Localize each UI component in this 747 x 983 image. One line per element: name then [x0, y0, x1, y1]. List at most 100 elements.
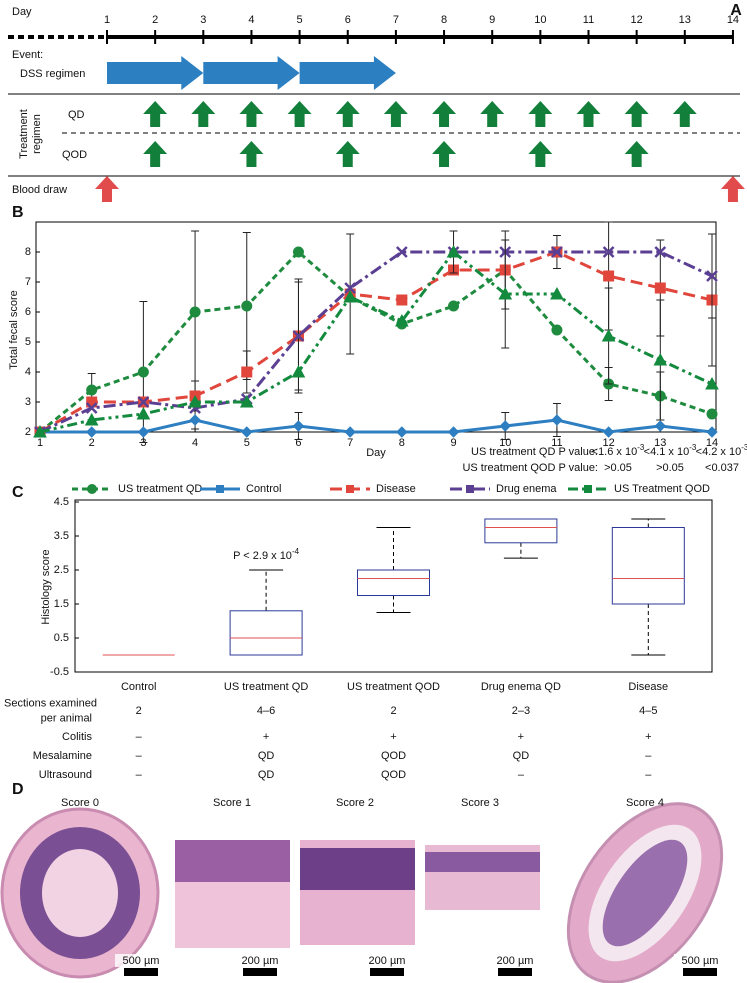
pvalue: <4.2 x 10-3 [696, 443, 747, 458]
table-cell: 2 [136, 705, 142, 717]
marker [85, 402, 98, 414]
y-tick-label: 3.5 [54, 530, 69, 542]
y-tick-label: 3 [25, 396, 31, 408]
text-exponent: -4 [292, 547, 300, 556]
pvalue: <0.037 [705, 462, 739, 474]
dss-arrow [203, 56, 300, 90]
qod-arrow [335, 141, 360, 167]
image-title: Score 0 [61, 797, 99, 809]
legend-marker [466, 485, 474, 493]
marker [33, 424, 47, 438]
marker [602, 426, 615, 438]
marker [188, 394, 202, 408]
day-label: 7 [393, 14, 399, 26]
image-title: Score 1 [213, 797, 251, 809]
text-base: >0.05 [656, 462, 684, 474]
dss-arrow [299, 56, 396, 90]
marker [395, 246, 408, 258]
marker [654, 420, 667, 432]
table-cell: – [136, 769, 143, 781]
marker [550, 286, 564, 300]
qod-arrow [239, 141, 264, 167]
qd-arrow [432, 101, 457, 127]
x-tick-label: 9 [450, 437, 456, 449]
marker [653, 352, 668, 366]
marker [292, 330, 305, 342]
event-label: Event: [12, 49, 43, 61]
marker [137, 426, 150, 438]
text-exponent: -3 [637, 443, 645, 452]
marker [499, 420, 511, 432]
treatment-label: Treatment regimen [18, 109, 43, 159]
box [484, 518, 558, 544]
marker [137, 366, 149, 378]
y-tick-label: 6 [25, 306, 31, 318]
table-cell: QD [258, 769, 275, 781]
histology-image-detail [425, 852, 540, 872]
marker [396, 426, 408, 438]
x-axis-title: Day [366, 447, 386, 459]
marker [448, 300, 460, 312]
treatment-label-line: regimen [31, 114, 43, 154]
box [229, 610, 303, 656]
histology-image-detail [175, 840, 290, 882]
scale-bar [498, 968, 532, 976]
day-axis-title: Day [12, 6, 32, 18]
text-base: <4.2 x 10 [696, 446, 742, 458]
row-label: Sections examined [4, 697, 97, 709]
image-title: Score 4 [626, 797, 664, 809]
marker [654, 246, 667, 258]
day-label: 8 [441, 14, 447, 26]
x-tick-label: 12 [602, 437, 614, 449]
qd-arrow [383, 101, 408, 127]
day-label: 4 [248, 14, 254, 26]
y-tick-label: 7 [25, 276, 31, 288]
qd-arrow [191, 101, 216, 127]
y-axis-title: Histology score [40, 549, 52, 624]
marker [705, 376, 719, 390]
marker [291, 364, 306, 378]
day-label: 13 [679, 14, 691, 26]
day-label: 5 [297, 14, 303, 26]
scale-bar-bg [674, 954, 726, 967]
table-cell: – [645, 750, 652, 762]
table-cell: – [518, 769, 525, 781]
text-base: >0.05 [604, 462, 632, 474]
qd-arrow [239, 101, 264, 127]
box [611, 527, 685, 605]
histology-image-detail [300, 848, 415, 890]
row-label: Colitis [62, 731, 92, 743]
day-label: 12 [631, 14, 643, 26]
day-label: 10 [534, 14, 546, 26]
x-tick-label: Drug enema QD [481, 681, 561, 693]
marker [654, 282, 666, 294]
marker [551, 414, 563, 426]
table-cell: + [518, 731, 524, 743]
scale-bar-label: 200 µm [497, 955, 534, 967]
marker [292, 420, 305, 432]
marker [551, 324, 563, 336]
marker [85, 426, 98, 438]
qd-arrow [672, 101, 697, 127]
marker [446, 244, 461, 258]
legend-marker [216, 485, 224, 493]
table-cell: QOD [381, 750, 406, 762]
annotation: P < 2.9 x 10-4 [233, 547, 299, 562]
x-tick-label: 13 [654, 437, 666, 449]
table-cell: – [136, 731, 143, 743]
marker [396, 294, 408, 306]
y-axis-title: Total fecal score [8, 290, 20, 369]
table-cell: 2 [390, 705, 396, 717]
table-cell: 2–3 [512, 705, 530, 717]
table-cell: – [136, 750, 143, 762]
treatment-label-line: Treatment [18, 109, 30, 159]
table-cell: 4–6 [257, 705, 275, 717]
x-tick-label: 7 [347, 437, 353, 449]
marker [136, 406, 151, 420]
text-exponent: -3 [689, 443, 697, 452]
day-label: 14 [727, 14, 739, 26]
image-title: Score 3 [461, 797, 499, 809]
qd-arrow [335, 101, 360, 127]
y-tick-label: 2 [25, 426, 31, 438]
